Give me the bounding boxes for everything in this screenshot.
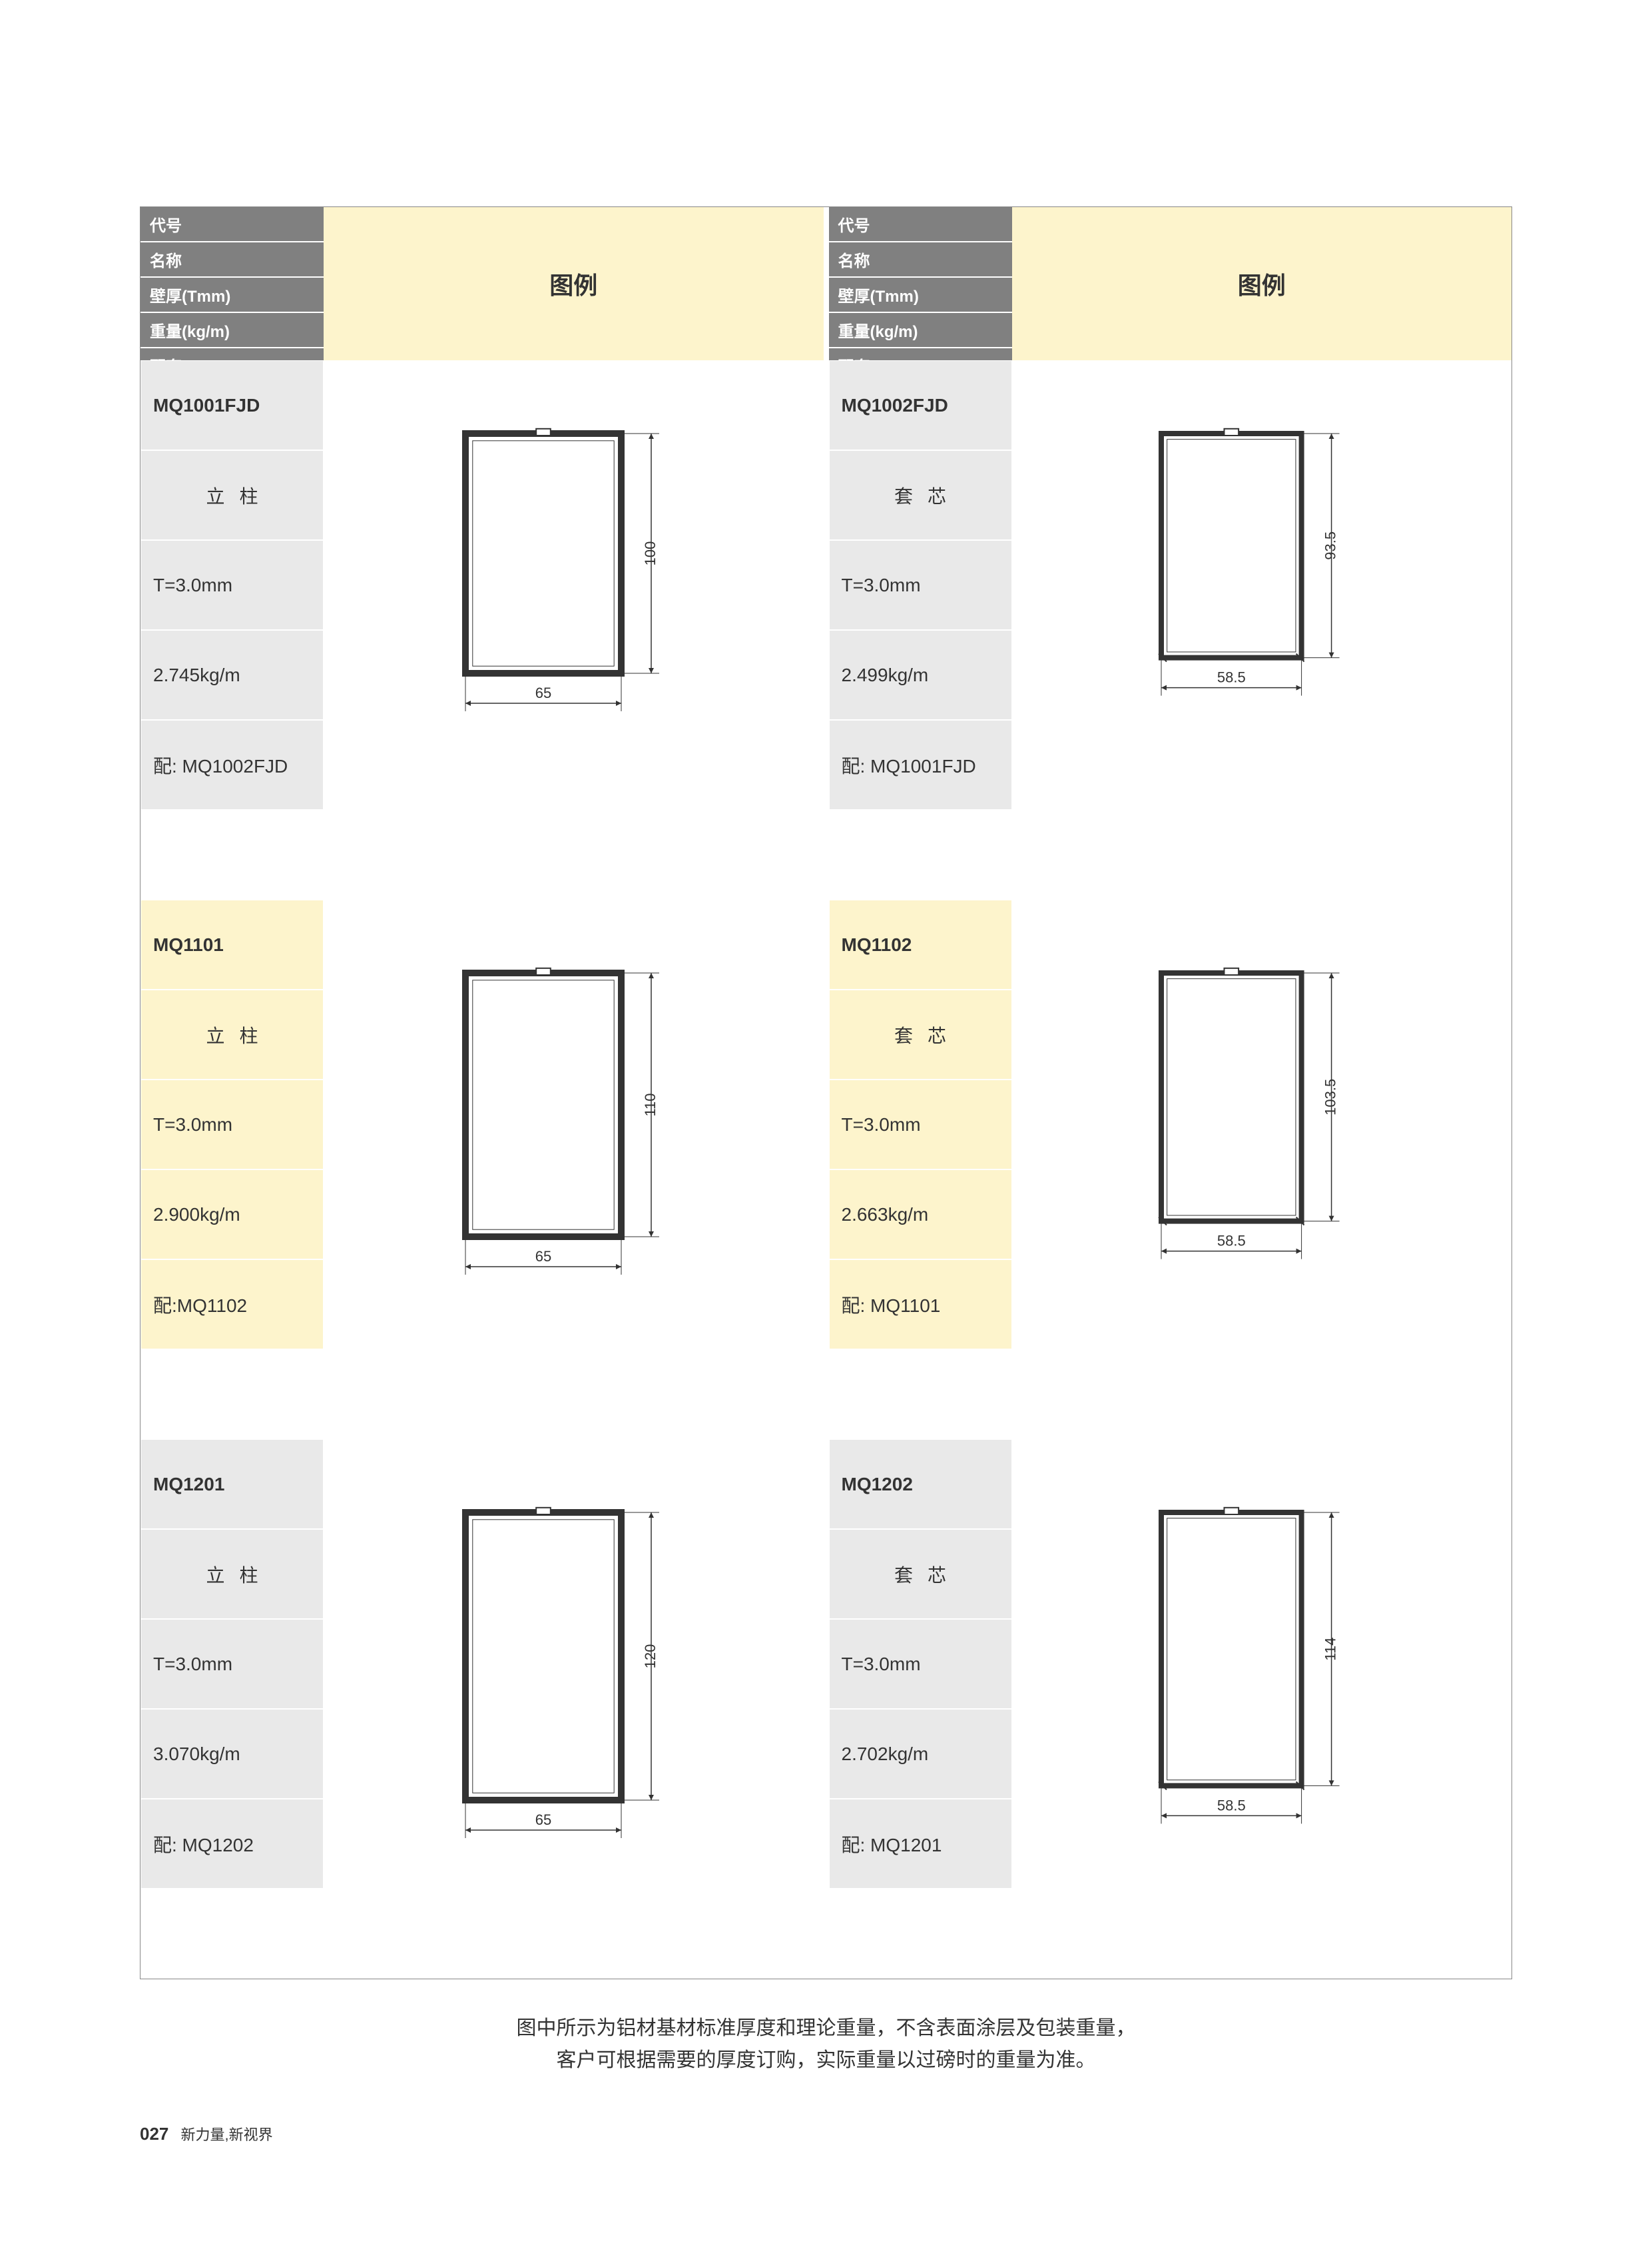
header-code: 代号 (829, 207, 1012, 242)
svg-text:110: 110 (642, 1093, 659, 1116)
product-code: MQ1101 (140, 900, 324, 990)
header-legend: 图例 (1012, 207, 1512, 360)
header-name: 名称 (829, 242, 1012, 278)
product-info: MQ1002FJD 套芯 T=3.0mm 2.499kg/m 配: MQ1001… (829, 360, 1012, 900)
product-row: MQ1001FJD 立柱 T=3.0mm 2.745kg/m 配: MQ1002… (140, 360, 824, 900)
footer-note: 图中所示为铝材基材标准厚度和理论重量，不含表面涂层及包装重量， 客户可根据需要的… (140, 2013, 1512, 2077)
product-row: MQ1201 立柱 T=3.0mm 3.070kg/m 配: MQ1202 12… (140, 1439, 824, 1979)
page-tagline: 新力量,新视界 (181, 2126, 273, 2143)
product-name: 套芯 (829, 1529, 1012, 1619)
product-match: 配: MQ1201 (829, 1799, 1012, 1889)
product-weight: 2.745kg/m (140, 630, 324, 720)
product-match: 配: MQ1002FJD (140, 720, 324, 810)
product-diagram-cell: 93.5 58.5 (1012, 360, 1512, 900)
product-diagram-cell: 120 65 (324, 1439, 824, 1979)
column-left: 代号 名称 壁厚(Tmm) 重量(kg/m) 配套 图例 MQ1001FJD 立… (140, 207, 824, 1979)
product-weight: 2.499kg/m (829, 630, 1012, 720)
header-block: 代号 名称 壁厚(Tmm) 重量(kg/m) 配套 图例 (829, 207, 1512, 360)
svg-text:58.5: 58.5 (1217, 669, 1246, 686)
svg-text:120: 120 (642, 1644, 659, 1669)
profile-diagram: 100 65 (452, 420, 694, 747)
header-labels: 代号 名称 壁厚(Tmm) 重量(kg/m) 配套 (140, 207, 324, 360)
svg-text:65: 65 (535, 1811, 551, 1828)
product-thickness: T=3.0mm (829, 1080, 1012, 1169)
product-diagram-cell: 100 65 (324, 360, 824, 900)
product-code: MQ1102 (829, 900, 1012, 990)
product-thickness: T=3.0mm (140, 540, 324, 630)
header-code: 代号 (140, 207, 324, 242)
product-info: MQ1202 套芯 T=3.0mm 2.702kg/m 配: MQ1201 (829, 1439, 1012, 1979)
product-info: MQ1201 立柱 T=3.0mm 3.070kg/m 配: MQ1202 (140, 1439, 324, 1979)
profile-diagram: 110 65 (452, 960, 694, 1310)
product-diagram-cell: 110 65 (324, 900, 824, 1439)
product-thickness: T=3.0mm (829, 1619, 1012, 1709)
product-diagram-cell: 114 58.5 (1012, 1439, 1512, 1979)
svg-text:65: 65 (535, 685, 551, 701)
product-weight: 2.900kg/m (140, 1169, 324, 1259)
product-name: 立柱 (140, 450, 324, 540)
header-legend: 图例 (324, 207, 824, 360)
product-code: MQ1201 (140, 1439, 324, 1529)
product-code: MQ1002FJD (829, 360, 1012, 450)
header-thickness: 壁厚(Tmm) (140, 278, 324, 313)
page-number: 027 (140, 2124, 168, 2144)
column-right: 代号 名称 壁厚(Tmm) 重量(kg/m) 配套 图例 MQ1002FJD 套… (829, 207, 1512, 1979)
product-row: MQ1101 立柱 T=3.0mm 2.900kg/m 配:MQ1102 110… (140, 900, 824, 1439)
svg-text:58.5: 58.5 (1217, 1233, 1246, 1249)
header-thickness: 壁厚(Tmm) (829, 278, 1012, 313)
profile-diagram: 120 65 (452, 1499, 694, 1873)
product-thickness: T=3.0mm (829, 540, 1012, 630)
header-weight: 重量(kg/m) (829, 313, 1012, 348)
footer-line1: 图中所示为铝材基材标准厚度和理论重量，不含表面涂层及包装重量， (140, 2013, 1512, 2045)
header-block: 代号 名称 壁厚(Tmm) 重量(kg/m) 配套 图例 (140, 207, 824, 360)
header-labels: 代号 名称 壁厚(Tmm) 重量(kg/m) 配套 (829, 207, 1012, 360)
profile-diagram: 114 58.5 (1148, 1499, 1375, 1859)
svg-text:58.5: 58.5 (1217, 1797, 1246, 1813)
svg-text:93.5: 93.5 (1322, 531, 1339, 560)
product-thickness: T=3.0mm (140, 1619, 324, 1709)
footer-line2: 客户可根据需要的厚度订购，实际重量以过磅时的重量为准。 (140, 2045, 1512, 2077)
svg-text:103.5: 103.5 (1322, 1079, 1339, 1116)
product-thickness: T=3.0mm (140, 1080, 324, 1169)
product-weight: 3.070kg/m (140, 1709, 324, 1799)
product-code: MQ1001FJD (140, 360, 324, 450)
product-info: MQ1001FJD 立柱 T=3.0mm 2.745kg/m 配: MQ1002… (140, 360, 324, 900)
svg-text:114: 114 (1322, 1638, 1339, 1661)
page-number-block: 027 新力量,新视界 (140, 2123, 1512, 2144)
svg-text:65: 65 (535, 1248, 551, 1265)
product-match: 配: MQ1101 (829, 1259, 1012, 1349)
product-match: 配: MQ1202 (140, 1799, 324, 1889)
header-name: 名称 (140, 242, 324, 278)
svg-text:100: 100 (642, 541, 659, 566)
product-name: 套芯 (829, 990, 1012, 1080)
profile-diagram: 103.5 58.5 (1148, 960, 1375, 1295)
product-row: MQ1002FJD 套芯 T=3.0mm 2.499kg/m 配: MQ1001… (829, 360, 1512, 900)
product-diagram-cell: 103.5 58.5 (1012, 900, 1512, 1439)
product-row: MQ1202 套芯 T=3.0mm 2.702kg/m 配: MQ1201 11… (829, 1439, 1512, 1979)
profile-diagram: 93.5 58.5 (1148, 420, 1375, 731)
header-weight: 重量(kg/m) (140, 313, 324, 348)
product-code: MQ1202 (829, 1439, 1012, 1529)
product-match: 配:MQ1102 (140, 1259, 324, 1349)
product-info: MQ1101 立柱 T=3.0mm 2.900kg/m 配:MQ1102 (140, 900, 324, 1439)
catalog-table: 代号 名称 壁厚(Tmm) 重量(kg/m) 配套 图例 MQ1001FJD 立… (140, 206, 1512, 1979)
product-weight: 2.702kg/m (829, 1709, 1012, 1799)
product-name: 立柱 (140, 990, 324, 1080)
product-weight: 2.663kg/m (829, 1169, 1012, 1259)
product-name: 套芯 (829, 450, 1012, 540)
product-info: MQ1102 套芯 T=3.0mm 2.663kg/m 配: MQ1101 (829, 900, 1012, 1439)
product-name: 立柱 (140, 1529, 324, 1619)
product-row: MQ1102 套芯 T=3.0mm 2.663kg/m 配: MQ1101 10… (829, 900, 1512, 1439)
product-match: 配: MQ1001FJD (829, 720, 1012, 810)
